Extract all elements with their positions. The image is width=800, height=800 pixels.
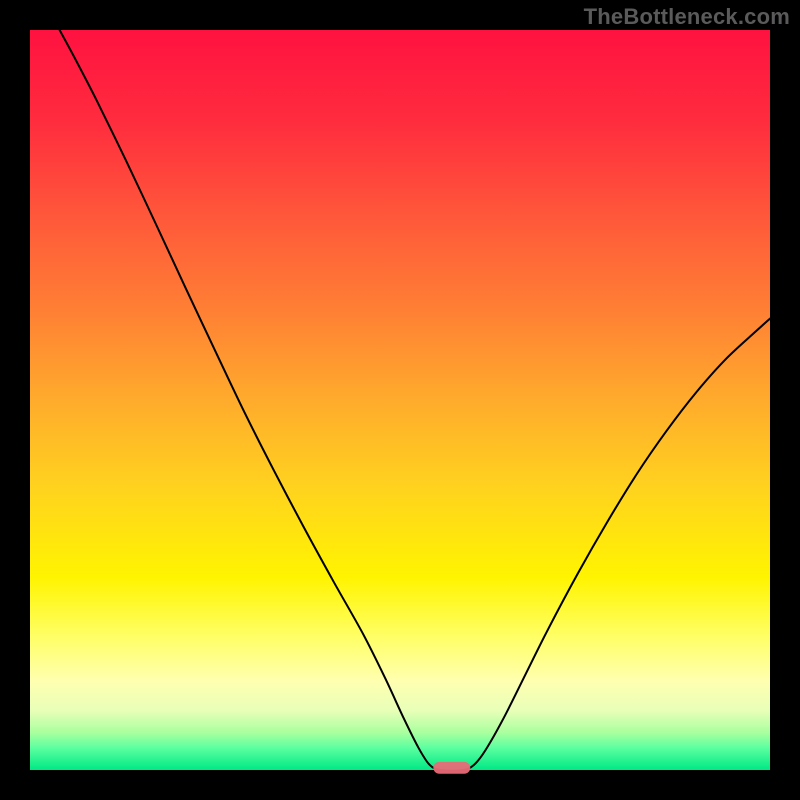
chart-container: TheBottleneck.com [0, 0, 800, 800]
optimal-marker [433, 762, 470, 774]
marker-group [433, 762, 470, 774]
watermark-label: TheBottleneck.com [584, 4, 790, 30]
plot-background [30, 30, 770, 770]
bottleneck-chart [0, 0, 800, 800]
